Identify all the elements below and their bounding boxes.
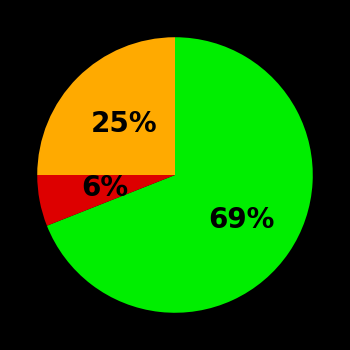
Text: 6%: 6% [81, 174, 128, 202]
Wedge shape [47, 37, 313, 313]
Text: 69%: 69% [208, 206, 274, 234]
Wedge shape [37, 175, 175, 226]
Wedge shape [37, 37, 175, 175]
Text: 25%: 25% [91, 110, 158, 138]
